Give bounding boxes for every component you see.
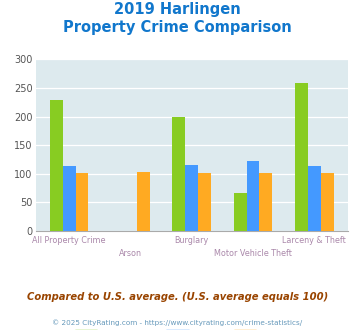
Text: © 2025 CityRating.com - https://www.cityrating.com/crime-statistics/: © 2025 CityRating.com - https://www.city… <box>53 319 302 326</box>
Bar <box>198 173 211 231</box>
Bar <box>172 116 185 231</box>
Text: Compared to U.S. average. (U.S. average equals 100): Compared to U.S. average. (U.S. average … <box>27 292 328 302</box>
Legend: Harlingen, Texas, National: Harlingen, Texas, National <box>71 326 312 330</box>
Text: All Property Crime: All Property Crime <box>32 236 106 245</box>
Bar <box>185 165 198 231</box>
Text: Property Crime Comparison: Property Crime Comparison <box>63 20 292 35</box>
Text: 2019 Harlingen: 2019 Harlingen <box>114 2 241 16</box>
Text: Burglary: Burglary <box>175 236 209 245</box>
Text: Arson: Arson <box>119 249 142 258</box>
Text: Larceny & Theft: Larceny & Theft <box>283 236 346 245</box>
Bar <box>76 173 88 231</box>
Bar <box>247 161 260 231</box>
Bar <box>308 166 321 231</box>
Bar <box>260 173 272 231</box>
Bar <box>321 173 334 231</box>
Bar <box>50 100 62 231</box>
Bar <box>137 172 150 231</box>
Bar <box>295 83 308 231</box>
Text: Motor Vehicle Theft: Motor Vehicle Theft <box>214 249 292 258</box>
Bar <box>62 166 76 231</box>
Bar <box>234 193 247 231</box>
